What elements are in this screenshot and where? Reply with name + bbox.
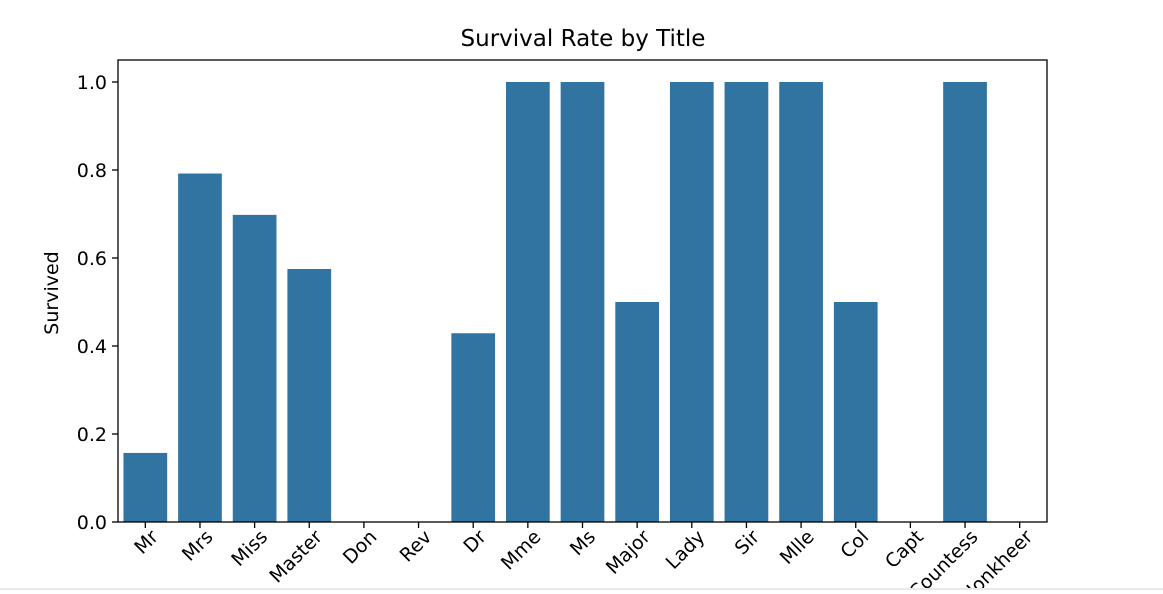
x-tick-label: Major — [602, 526, 655, 579]
bar-dr — [451, 333, 496, 522]
x-tick-label: Dr — [459, 526, 491, 558]
x-tick-label: Mlle — [776, 526, 819, 569]
x-tick-label: Capt — [881, 526, 928, 573]
bar-major — [615, 302, 660, 522]
x-tick-label: Lady — [662, 526, 710, 574]
x-tick-label: Miss — [227, 526, 272, 571]
bar-ms — [560, 82, 605, 522]
y-tick-label: 0.4 — [77, 336, 107, 358]
bar-col — [833, 302, 878, 522]
x-tick-label: Col — [836, 526, 873, 563]
plot-frame — [117, 59, 1048, 523]
y-axis-ticks: 0.0 0.2 0.4 0.6 0.8 1.0 — [77, 72, 118, 534]
bar-mlle — [779, 82, 823, 522]
bars-group — [123, 82, 987, 522]
bar-countess — [943, 82, 987, 522]
y-tick-label: 0.6 — [77, 248, 107, 270]
y-axis-label: Survived — [41, 251, 63, 334]
chart-title: Survival Rate by Title — [461, 26, 706, 52]
bar-miss — [232, 214, 277, 522]
x-tick-label: Ms — [566, 526, 600, 560]
bar-mr — [123, 452, 168, 522]
bar-sir — [724, 82, 769, 522]
x-tick-label: Sir — [731, 526, 764, 559]
x-tick-label: Mme — [497, 526, 546, 575]
bar-mme — [505, 82, 550, 522]
x-tick-label: Don — [339, 526, 382, 569]
page-bottom-strip — [0, 588, 1163, 590]
x-tick-label: Mrs — [178, 526, 218, 566]
bar-mrs — [178, 173, 222, 522]
y-tick-label: 0.0 — [77, 512, 107, 534]
bar-master — [287, 269, 332, 522]
x-tick-label: Mr — [130, 526, 163, 559]
x-tick-label: Rev — [396, 526, 437, 567]
bar-lady — [669, 82, 714, 522]
y-tick-label: 1.0 — [77, 72, 107, 94]
y-tick-label: 0.8 — [77, 160, 107, 182]
y-tick-label: 0.2 — [77, 424, 107, 446]
x-tick-label: Master — [265, 526, 327, 588]
